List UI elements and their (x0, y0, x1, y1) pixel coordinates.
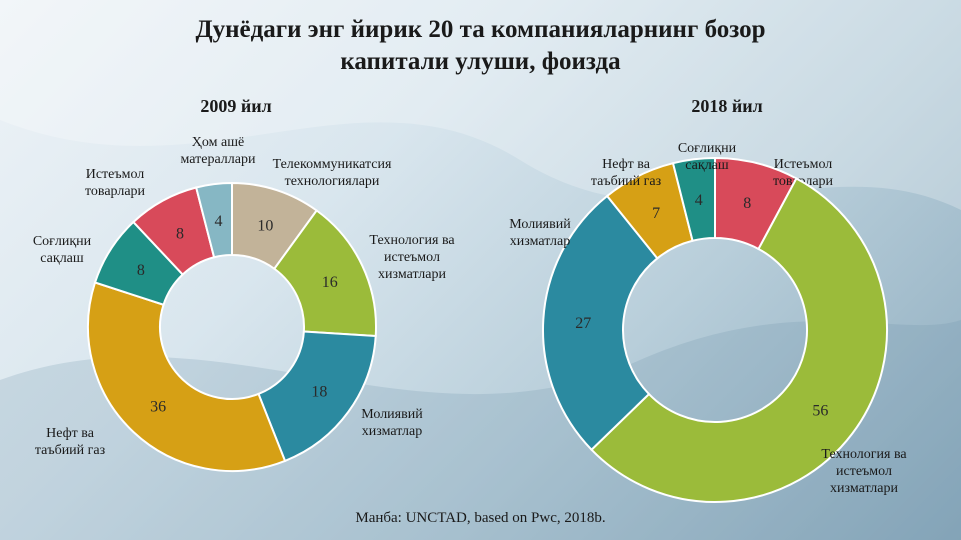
chart-1-category-label-4: Нефт ва таъбиий газ (35, 426, 106, 458)
chart-1-value-label-5: 8 (137, 262, 145, 279)
chart-1-category-label-2: Технология ва истеъмол хизматлари (369, 233, 455, 282)
chart-1-value-label-1: 10 (257, 217, 273, 234)
chart-1-value-label-2: 16 (322, 274, 338, 291)
chart-1-category-label-7: Ҳом ашё матераллари (181, 135, 256, 167)
chart-1-value-label-7: 4 (214, 213, 222, 230)
chart-1-slice-3 (257, 330, 377, 463)
chart-1-value-label-6: 8 (176, 225, 184, 242)
chart-1-value-label-4: 36 (150, 399, 166, 416)
chart-title: Дунёдаги энг йирик 20 та компанияларнинг… (0, 14, 961, 78)
chart-1-category-label-3: Молиявий хизматлар (361, 407, 423, 439)
chart-2-category-label-5: Соғлиқни сақлаш (678, 141, 737, 173)
chart-2-slice-5 (671, 156, 716, 242)
chart-2-year-title: 2018 йил (691, 96, 762, 116)
donut-chart-2: 2018 йил8Истеъмолтоварлари56Технология в… (509, 96, 907, 503)
chart-2-value-label-2: 56 (812, 403, 828, 420)
chart-2-slice-3 (542, 194, 659, 452)
chart-1-slice-4 (87, 281, 287, 472)
chart-1-category-label-6: Истеъмол товарлари (85, 167, 146, 199)
chart-2-category-label-2: Технология ва истеъмол хизматлари (821, 447, 907, 496)
chart-title-line-2: капитали улуши, фоизда (340, 48, 621, 75)
chart-1-category-label-5: Соғлиқни сақлаш (33, 234, 92, 266)
chart-1-value-label-3: 18 (311, 383, 327, 400)
chart-2-value-label-3: 27 (575, 315, 591, 332)
chart-title-line-1: Дунёдаги энг йирик 20 та компанияларнинг… (195, 16, 766, 43)
chart-2-value-label-5: 4 (695, 192, 703, 209)
chart-2-category-label-4: Нефт ва таъбиий газ (591, 157, 662, 189)
chart-2-value-label-1: 8 (743, 195, 751, 212)
chart-1-category-label-1: Телекоммуникатсия технологиялари (273, 157, 392, 189)
chart-1-year-title: 2009 йил (200, 96, 271, 116)
donut-chart-1: 2009 йил 10 Телекоммуникатсия технологиялар… (33, 96, 455, 472)
chart-2-value-label-4: 7 (652, 205, 660, 222)
chart-1-slice-7 (194, 181, 233, 259)
chart-2-slice-2 (590, 177, 888, 503)
source-note: Манба: UNCTAD, based on Pwc, 2018b. (355, 510, 606, 526)
chart-2-category-label-3: Молиявий хизматлар (509, 217, 571, 249)
